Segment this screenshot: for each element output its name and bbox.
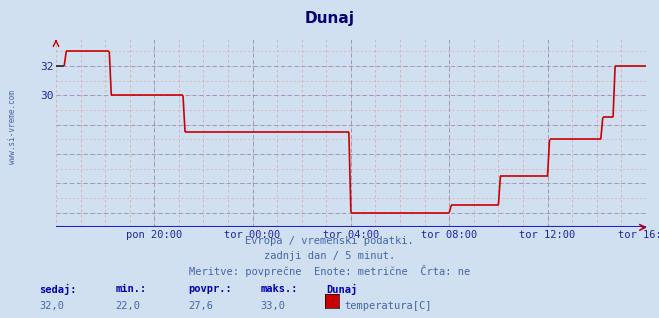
Text: Dunaj: Dunaj	[304, 11, 355, 26]
Text: povpr.:: povpr.:	[188, 284, 231, 294]
Text: Dunaj: Dunaj	[326, 284, 357, 295]
Text: www.si-vreme.com: www.si-vreme.com	[8, 90, 17, 164]
Text: 22,0: 22,0	[115, 301, 140, 310]
Text: 33,0: 33,0	[260, 301, 285, 310]
Text: Meritve: povprečne  Enote: metrične  Črta: ne: Meritve: povprečne Enote: metrične Črta:…	[189, 265, 470, 277]
Text: zadnji dan / 5 minut.: zadnji dan / 5 minut.	[264, 251, 395, 260]
Text: min.:: min.:	[115, 284, 146, 294]
Text: 32,0: 32,0	[40, 301, 65, 310]
Text: temperatura[C]: temperatura[C]	[345, 301, 432, 310]
Text: maks.:: maks.:	[260, 284, 298, 294]
Text: 27,6: 27,6	[188, 301, 213, 310]
Text: Evropa / vremenski podatki.: Evropa / vremenski podatki.	[245, 236, 414, 246]
Text: sedaj:: sedaj:	[40, 284, 77, 295]
